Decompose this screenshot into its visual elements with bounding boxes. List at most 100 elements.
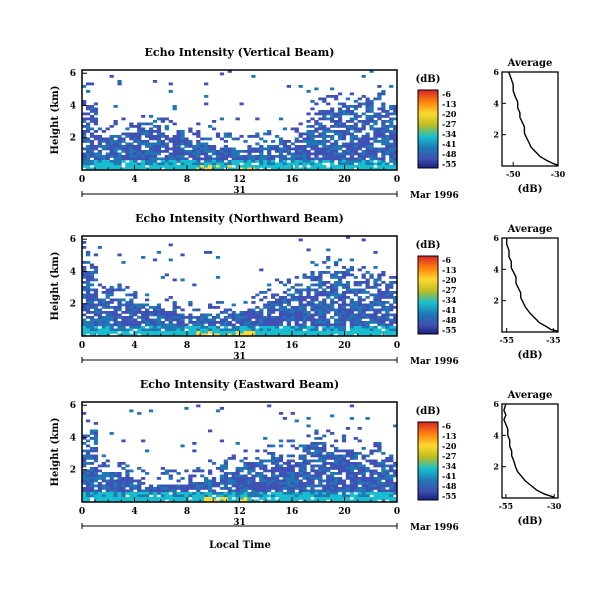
y-axis-label: Height (km) xyxy=(50,418,61,487)
profile-x-tick: -55 xyxy=(499,501,513,511)
panel-title: Echo Intensity (Vertical Beam) xyxy=(144,46,334,59)
month-label: Mar 1996 xyxy=(410,191,459,201)
colorbar-unit: (dB) xyxy=(416,74,441,85)
profile-x-tick: -30 xyxy=(547,501,562,511)
colorbar-tick: -41 xyxy=(442,305,456,315)
x-tick-label: 12 xyxy=(233,341,246,351)
colorbar-tick: -13 xyxy=(442,99,457,109)
x-tick-label: 0 xyxy=(394,175,400,185)
y-tick-label: 4 xyxy=(70,101,76,111)
profile-x-tick: -55 xyxy=(499,335,513,345)
profile-y-tick: 6 xyxy=(493,399,499,409)
heatmap-field xyxy=(82,70,398,171)
x-tick-label: 0 xyxy=(79,507,85,517)
panel-1: Echo Intensity (Northward Beam) 6 4 2 Height… xyxy=(50,212,561,367)
colorbar-unit: (dB) xyxy=(416,406,441,417)
x-tick-label: 4 xyxy=(131,341,137,351)
date-label: 31 xyxy=(233,518,246,528)
y-tick-label: 6 xyxy=(70,235,76,245)
y-tick-label: 2 xyxy=(70,466,76,476)
profile-y-tick: 6 xyxy=(493,67,499,77)
date-label: 31 xyxy=(233,186,246,196)
profile-x-label: (dB) xyxy=(518,184,543,195)
profile-line xyxy=(506,238,559,332)
panel-0: Echo Intensity (Vertical Beam) 6 4 2 Height … xyxy=(50,46,566,201)
profile-y-tick: 2 xyxy=(493,130,499,140)
month-label: Mar 1996 xyxy=(410,357,459,367)
x-tick-label: 0 xyxy=(79,341,85,351)
profile-y-tick: 4 xyxy=(493,98,499,108)
profile-y-tick: 2 xyxy=(493,296,499,306)
x-tick-label: 16 xyxy=(286,175,299,185)
panel-title: Echo Intensity (Northward Beam) xyxy=(135,212,344,225)
colorbar-tick: -41 xyxy=(442,139,456,149)
colorbar-tick: -27 xyxy=(442,285,456,295)
profile-x-label: (dB) xyxy=(518,516,543,527)
panel-2: Echo Intensity (Eastward Beam) 6 4 2 Height … xyxy=(50,378,562,533)
profile-title: Average xyxy=(507,224,553,235)
x-tick-label: 12 xyxy=(233,507,246,517)
profile-x-tick: -30 xyxy=(551,169,566,179)
y-tick-label: 6 xyxy=(70,401,76,411)
colorbar xyxy=(417,89,439,169)
y-tick-label: 2 xyxy=(70,300,76,310)
profile-y-tick: 6 xyxy=(493,233,499,243)
colorbar-tick: -20 xyxy=(442,441,457,451)
colorbar-tick: -6 xyxy=(442,255,451,265)
colorbar xyxy=(417,255,439,335)
y-tick-label: 4 xyxy=(70,433,76,443)
colorbar-tick: -41 xyxy=(442,471,456,481)
colorbar-tick: -55 xyxy=(442,491,456,501)
profile-y-tick: 2 xyxy=(493,462,499,472)
heatmap-field xyxy=(82,236,398,337)
y-axis-label: Height (km) xyxy=(50,86,61,155)
x-tick-label: 0 xyxy=(394,507,400,517)
profile-line xyxy=(508,71,559,166)
colorbar-tick: -34 xyxy=(442,461,457,471)
x-tick-label: 8 xyxy=(184,507,190,517)
x-tick-label: 16 xyxy=(286,507,299,517)
profile-frame xyxy=(501,403,559,499)
profile-line xyxy=(503,403,555,498)
panel-title: Echo Intensity (Eastward Beam) xyxy=(140,378,339,391)
y-tick-label: 2 xyxy=(70,134,76,144)
x-tick-label: 20 xyxy=(338,175,351,185)
colorbar-tick: -13 xyxy=(442,431,457,441)
colorbar-tick: -48 xyxy=(442,149,457,159)
x-tick-label: 4 xyxy=(131,507,137,517)
x-tick-label: 8 xyxy=(184,341,190,351)
x-tick-label: 4 xyxy=(131,175,137,185)
month-label: Mar 1996 xyxy=(410,523,459,533)
x-tick-label: 12 xyxy=(233,175,246,185)
profile-title: Average xyxy=(507,390,553,401)
profile-x-label: (dB) xyxy=(518,350,543,361)
x-tick-label: 8 xyxy=(184,175,190,185)
x-axis-label: Local Time xyxy=(209,540,271,551)
profile-frame xyxy=(501,237,559,333)
x-tick-label: 0 xyxy=(394,341,400,351)
colorbar-tick: -34 xyxy=(442,295,457,305)
x-tick-label: 20 xyxy=(338,507,351,517)
y-axis-label: Height (km) xyxy=(50,252,61,321)
colorbar-tick: -6 xyxy=(442,89,451,99)
colorbar xyxy=(417,421,439,501)
colorbar-tick: -34 xyxy=(442,129,457,139)
colorbar-tick: -20 xyxy=(442,109,457,119)
y-tick-label: 6 xyxy=(70,69,76,79)
x-tick-label: 20 xyxy=(338,341,351,351)
profile-x-tick: -35 xyxy=(546,335,560,345)
colorbar-tick: -55 xyxy=(442,325,456,335)
heatmap-field xyxy=(82,404,398,503)
colorbar-tick: -13 xyxy=(442,265,457,275)
profile-frame xyxy=(501,71,559,167)
profile-x-tick: -50 xyxy=(506,169,521,179)
colorbar-tick: -55 xyxy=(442,159,456,169)
colorbar-tick: -6 xyxy=(442,421,451,431)
colorbar-unit: (dB) xyxy=(416,240,441,251)
colorbar-tick: -48 xyxy=(442,481,457,491)
x-tick-label: 0 xyxy=(79,175,85,185)
profile-y-tick: 4 xyxy=(493,430,499,440)
x-tick-label: 16 xyxy=(286,341,299,351)
y-tick-label: 4 xyxy=(70,267,76,277)
